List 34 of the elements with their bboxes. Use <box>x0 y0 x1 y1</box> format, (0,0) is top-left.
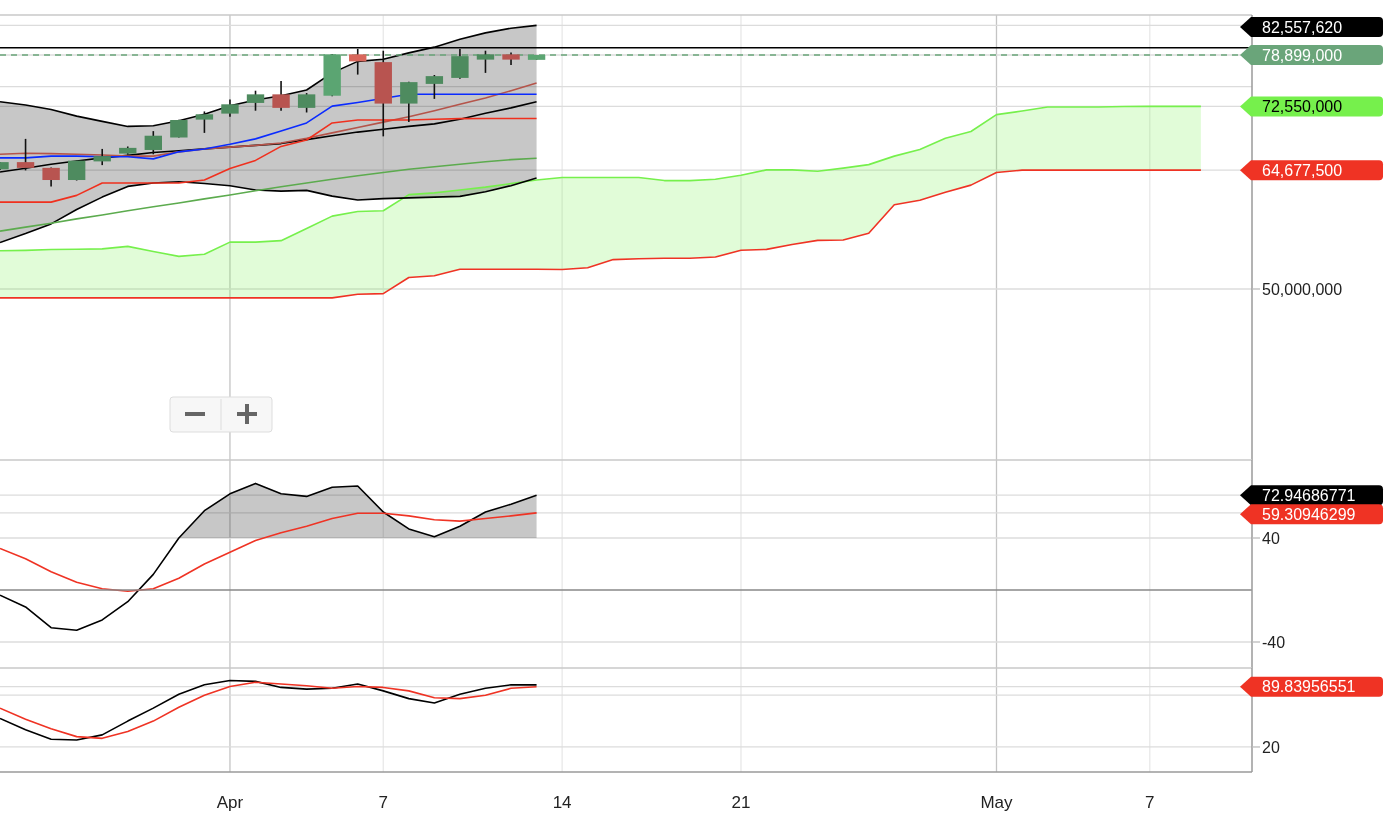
y-tick-label: -40 <box>1262 633 1286 651</box>
x-tick-label: 21 <box>731 792 751 812</box>
line-series <box>0 117 538 203</box>
line-series <box>0 512 538 593</box>
y-tick-label: 40 <box>1262 529 1280 547</box>
line-series <box>0 177 538 244</box>
x-tick-label: May <box>980 792 1014 812</box>
candlestick <box>297 92 316 114</box>
candlestick <box>400 80 418 123</box>
candlestick <box>349 48 367 76</box>
candlestick <box>451 48 469 80</box>
y-tick-label: 82,557,620 <box>1262 18 1343 36</box>
y-tick-label: 50,000,000 <box>1262 280 1343 298</box>
candlestick <box>144 130 162 156</box>
candlestick <box>476 49 495 74</box>
candlestick <box>195 110 214 134</box>
y-tick-label: 20 <box>1262 738 1280 756</box>
y-tick-label: 64,677,500 <box>1262 161 1343 179</box>
candlestick <box>272 80 290 112</box>
line-series <box>0 105 1202 258</box>
candlestick <box>425 74 444 100</box>
candlestick <box>246 89 265 112</box>
x-tick-label: 14 <box>552 792 572 812</box>
y-tick-label: 72,550,000 <box>1262 98 1343 116</box>
x-tick-label: 7 <box>1145 792 1155 812</box>
y-tick-label: 78,899,000 <box>1262 46 1343 64</box>
y-tick-label: 59.30946299 <box>1262 505 1356 523</box>
y-tick-label: 89.83956551 <box>1262 678 1356 696</box>
y-tick-label: 72.94686771 <box>1262 486 1356 504</box>
line-series <box>0 169 1202 299</box>
line-series <box>0 482 538 632</box>
line-series <box>0 157 538 232</box>
x-tick-label: Apr <box>216 792 244 812</box>
x-tick-label: 7 <box>378 792 388 812</box>
